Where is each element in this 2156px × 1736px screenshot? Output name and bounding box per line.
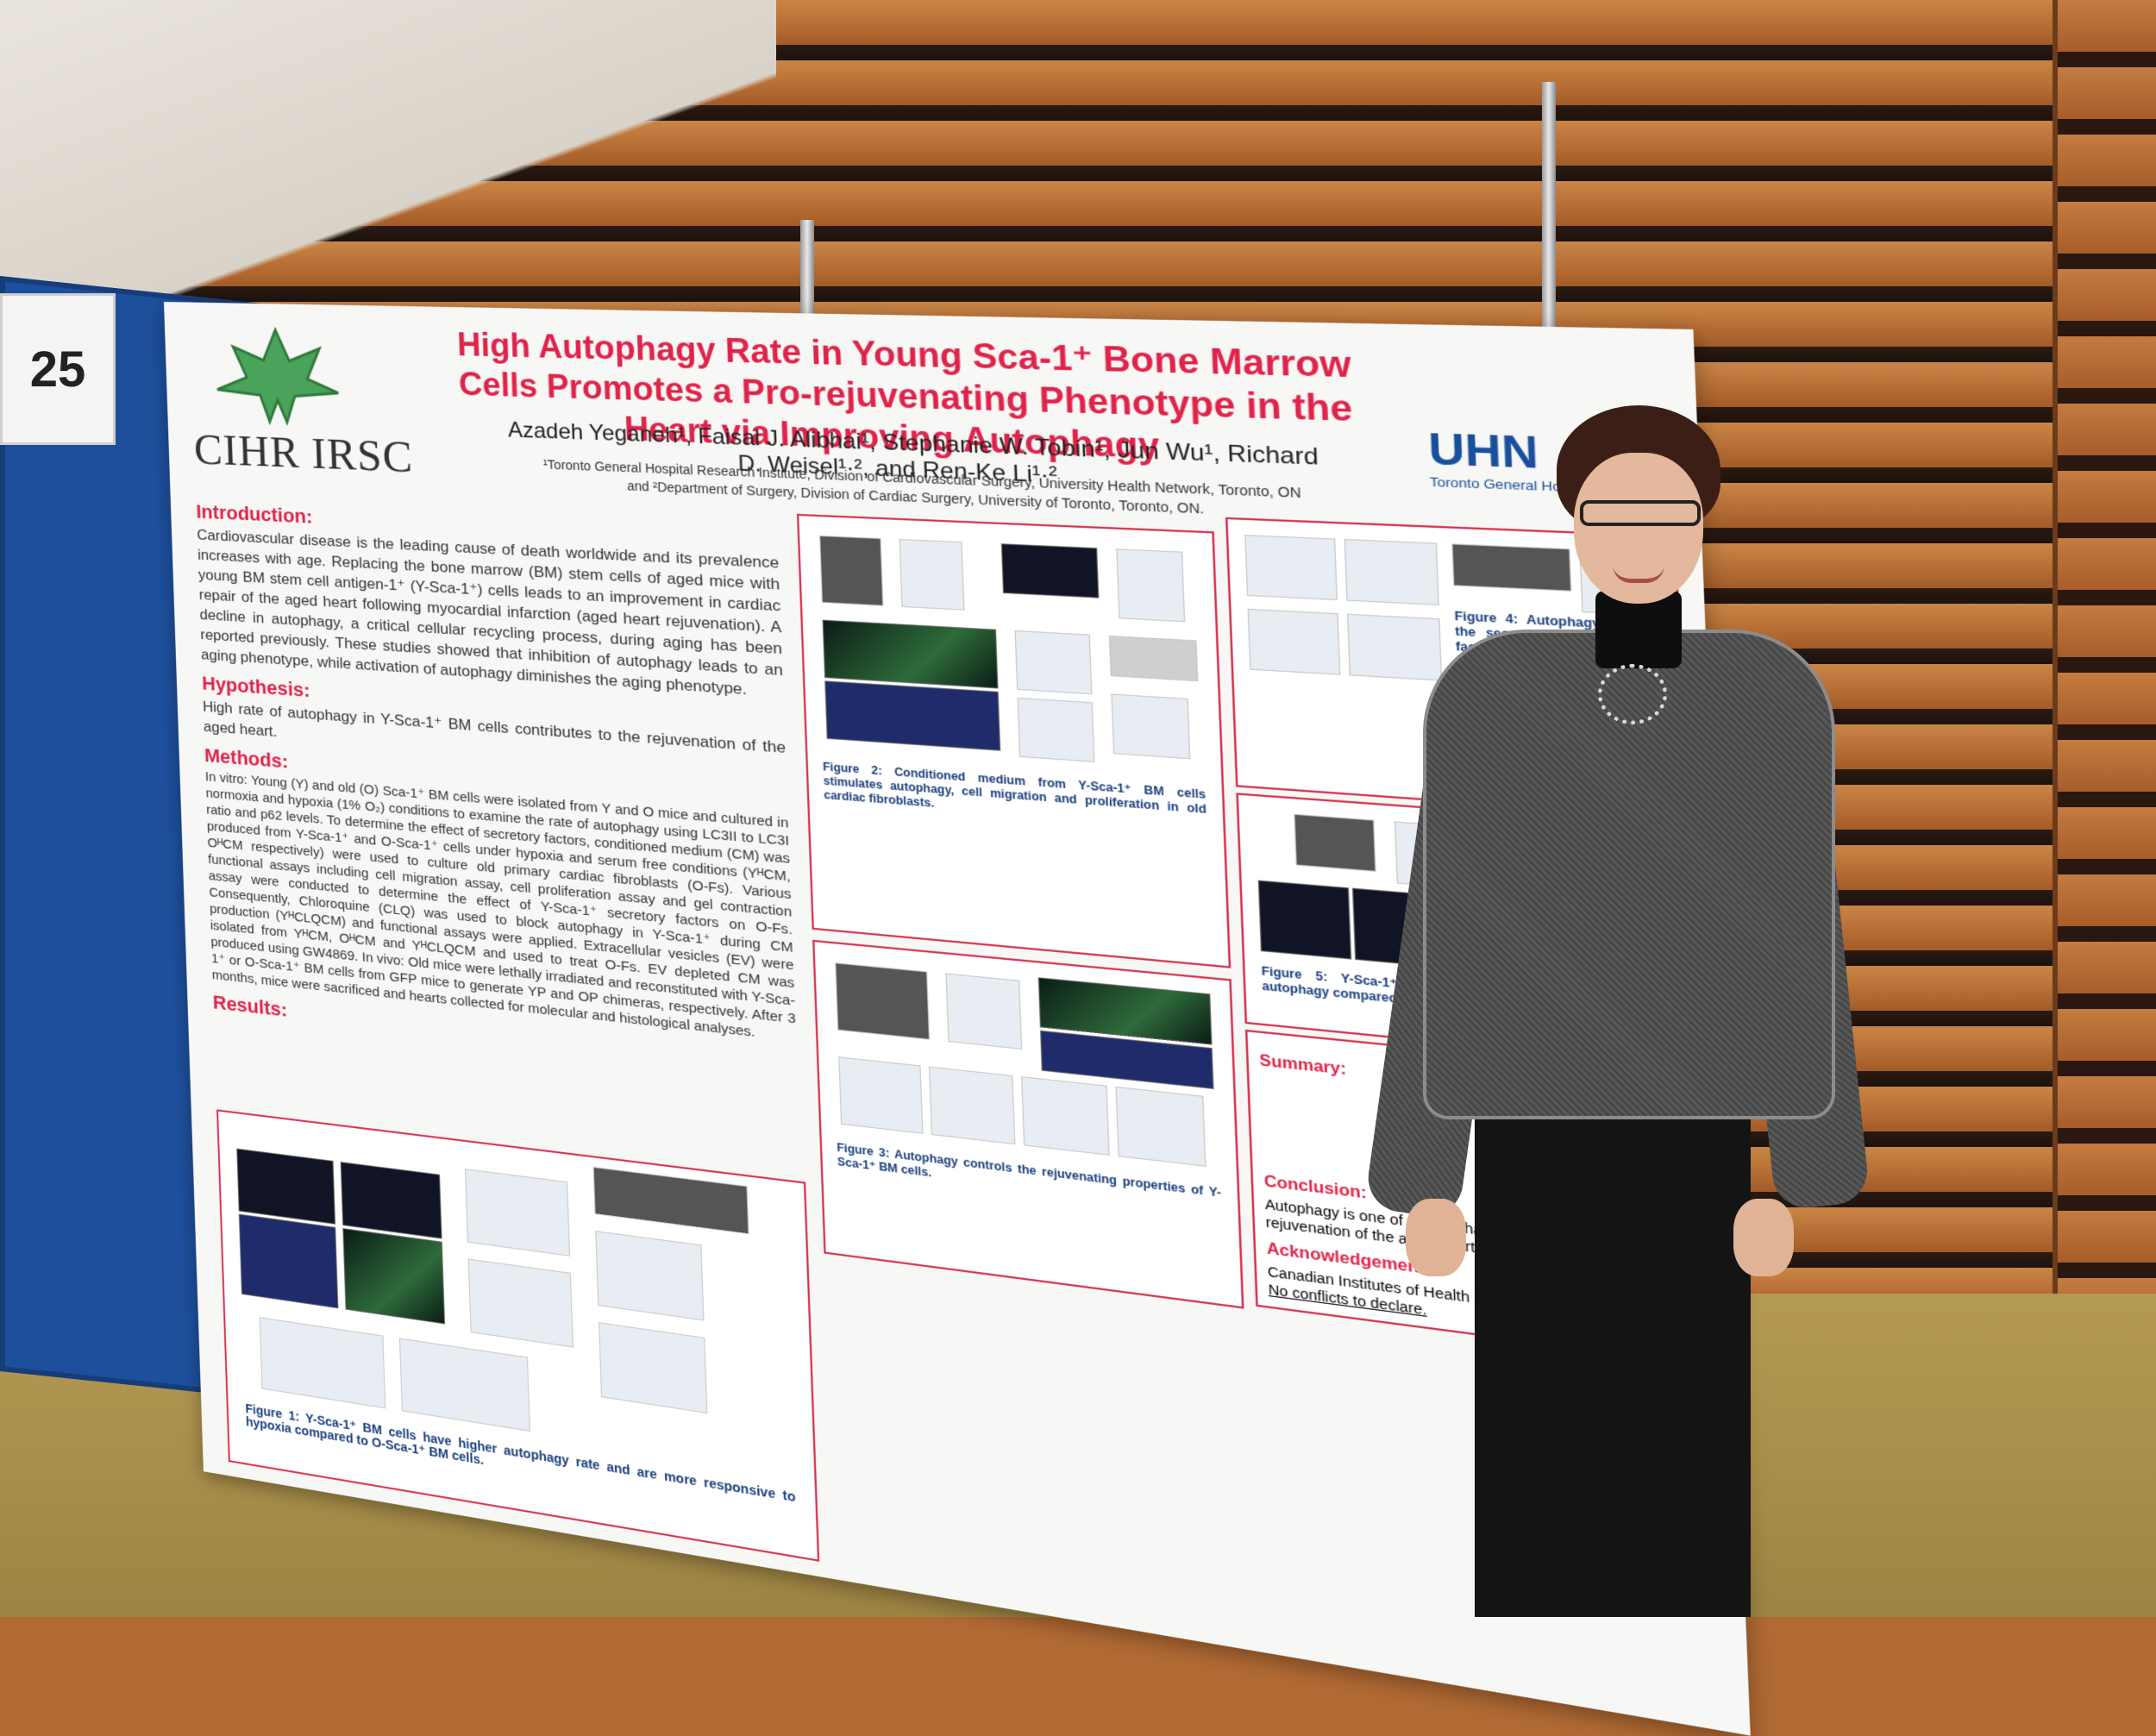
micrograph bbox=[1258, 881, 1352, 960]
micrograph bbox=[823, 620, 999, 689]
bar-chart-panel bbox=[599, 1322, 707, 1413]
bar-chart-panel bbox=[1244, 535, 1338, 600]
bar-chart-panel bbox=[1248, 609, 1341, 675]
micrograph bbox=[342, 1228, 445, 1324]
figure-2-caption: Figure 2: Conditioned medium from Y-Sca-… bbox=[823, 760, 1207, 831]
bar-chart-panel bbox=[260, 1317, 386, 1408]
figure-3: Figure 3: Autophagy controls the rejuven… bbox=[812, 940, 1244, 1309]
poster-left-column: Introduction: Cardiovascular disease is … bbox=[196, 492, 799, 1080]
bar-chart-panel bbox=[1116, 548, 1185, 622]
western-blot-panel bbox=[835, 962, 930, 1040]
bar-chart-panel bbox=[1021, 1076, 1110, 1156]
bar-chart-panel bbox=[465, 1169, 570, 1257]
western-blot-panel bbox=[819, 536, 884, 606]
board-number: 25 bbox=[0, 293, 116, 445]
left-hand bbox=[1406, 1199, 1466, 1276]
cihr-logo-text: CIHR IRSC bbox=[193, 423, 414, 482]
bar-chart-panel bbox=[838, 1056, 923, 1134]
bar-chart-panel bbox=[595, 1231, 704, 1320]
gel-panel bbox=[1109, 636, 1199, 681]
bar-chart-panel bbox=[399, 1338, 530, 1432]
glasses bbox=[1580, 500, 1701, 526]
bar-chart-panel bbox=[1015, 630, 1093, 694]
maple-leaf-icon bbox=[190, 320, 366, 429]
bar-chart-panel bbox=[1017, 698, 1094, 762]
bar-chart-panel bbox=[899, 539, 965, 611]
bar-chart-panel bbox=[945, 973, 1022, 1050]
introduction-body: Cardiovascular disease is the leading ca… bbox=[197, 524, 784, 702]
micrograph bbox=[236, 1149, 335, 1225]
necklace bbox=[1598, 664, 1667, 724]
western-blot-panel bbox=[1294, 814, 1376, 872]
figure-2: Figure 2: Conditioned medium from Y-Sca-… bbox=[797, 514, 1231, 968]
micrograph bbox=[824, 680, 1000, 750]
pants bbox=[1475, 1095, 1751, 1617]
bar-chart-panel bbox=[929, 1067, 1015, 1145]
bar-chart-panel bbox=[468, 1258, 573, 1347]
western-blot-panel bbox=[593, 1167, 749, 1234]
micrograph bbox=[341, 1162, 442, 1239]
bar-chart-panel bbox=[1111, 693, 1190, 759]
right-hand bbox=[1733, 1199, 1794, 1276]
presenter bbox=[1380, 405, 1863, 1617]
micrograph bbox=[239, 1214, 339, 1309]
bar-chart-panel bbox=[1115, 1087, 1206, 1167]
micrograph bbox=[1001, 543, 1100, 598]
